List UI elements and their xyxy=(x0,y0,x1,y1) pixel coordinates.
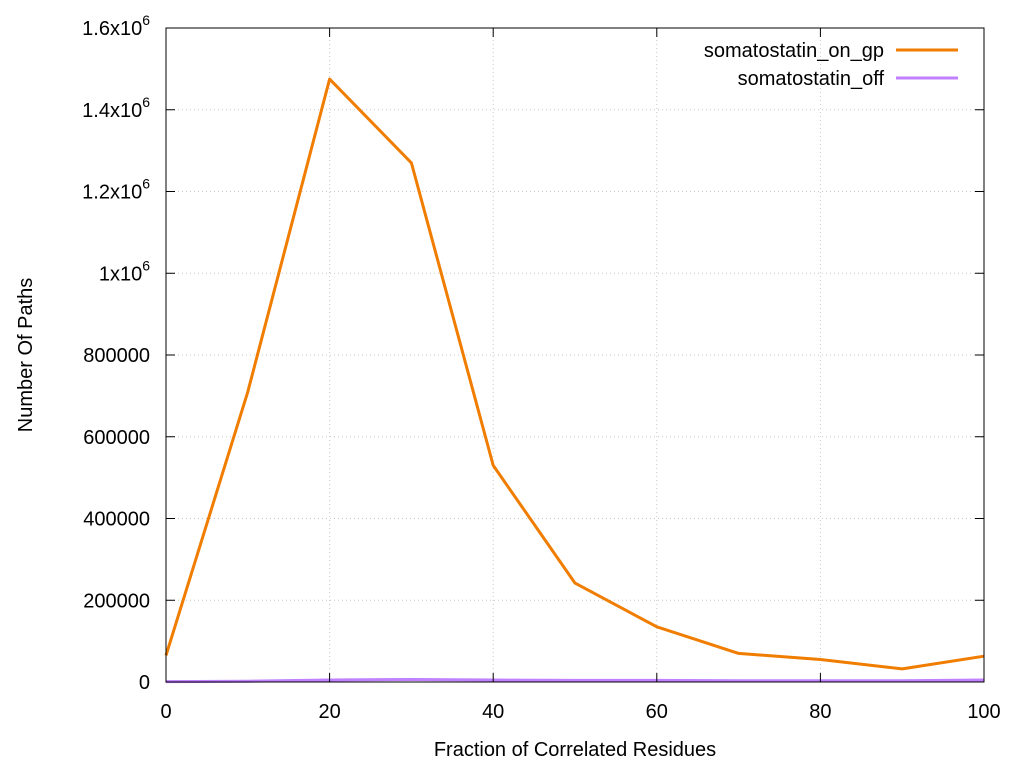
y-tick-label: 600000 xyxy=(83,427,150,449)
y-tick-mantissa: 1.4x10 xyxy=(82,100,142,122)
y-tick-mantissa: 1.6x10 xyxy=(82,18,142,40)
x-tick-label: 80 xyxy=(809,701,831,723)
x-tick-label: 60 xyxy=(646,701,668,723)
y-tick-label: 1.6x106 xyxy=(82,12,150,40)
x-axis-label: Fraction of Correlated Residues xyxy=(434,739,716,761)
y-tick-label: 0 xyxy=(139,672,150,694)
y-tick-exponent: 6 xyxy=(142,176,150,192)
series-lines xyxy=(164,77,985,684)
y-axis-label: Number Of Paths xyxy=(15,278,37,433)
y-tick-mantissa: 1.2x10 xyxy=(82,182,142,204)
y-tick-label: 400000 xyxy=(83,509,150,531)
x-tick-label: 100 xyxy=(967,701,1000,723)
y-tick-label: 800000 xyxy=(83,345,150,367)
series-line-somatostatin-off xyxy=(165,678,985,684)
y-tick-label: 1x106 xyxy=(99,257,150,285)
x-tick-label: 0 xyxy=(160,701,171,723)
legend: somatostatin_on_gp somatostatin_off xyxy=(704,40,958,90)
y-tick-label: 200000 xyxy=(83,590,150,612)
x-tick-label: 20 xyxy=(318,701,340,723)
y-tick-label: 1.2x106 xyxy=(82,176,150,204)
y-tick-exponent: 6 xyxy=(142,12,150,28)
grid-lines xyxy=(166,28,984,682)
x-tick-label: 40 xyxy=(482,701,504,723)
axis-ticks xyxy=(165,27,985,683)
y-tick-exponent: 6 xyxy=(142,257,150,273)
y-tick-label: 1.4x106 xyxy=(82,94,150,122)
y-tick-exponent: 6 xyxy=(142,94,150,110)
y-tick-labels: 02000004000006000008000001x1061.2x1061.4… xyxy=(82,12,150,694)
series-line-somatostatin-on-gp xyxy=(164,77,985,671)
legend-label: somatostatin_on_gp xyxy=(704,40,884,62)
x-tick-labels: 0 20 40 60 80 100 xyxy=(160,701,1000,723)
y-tick-mantissa: 1x10 xyxy=(99,263,142,285)
legend-label: somatostatin_off xyxy=(738,68,885,90)
